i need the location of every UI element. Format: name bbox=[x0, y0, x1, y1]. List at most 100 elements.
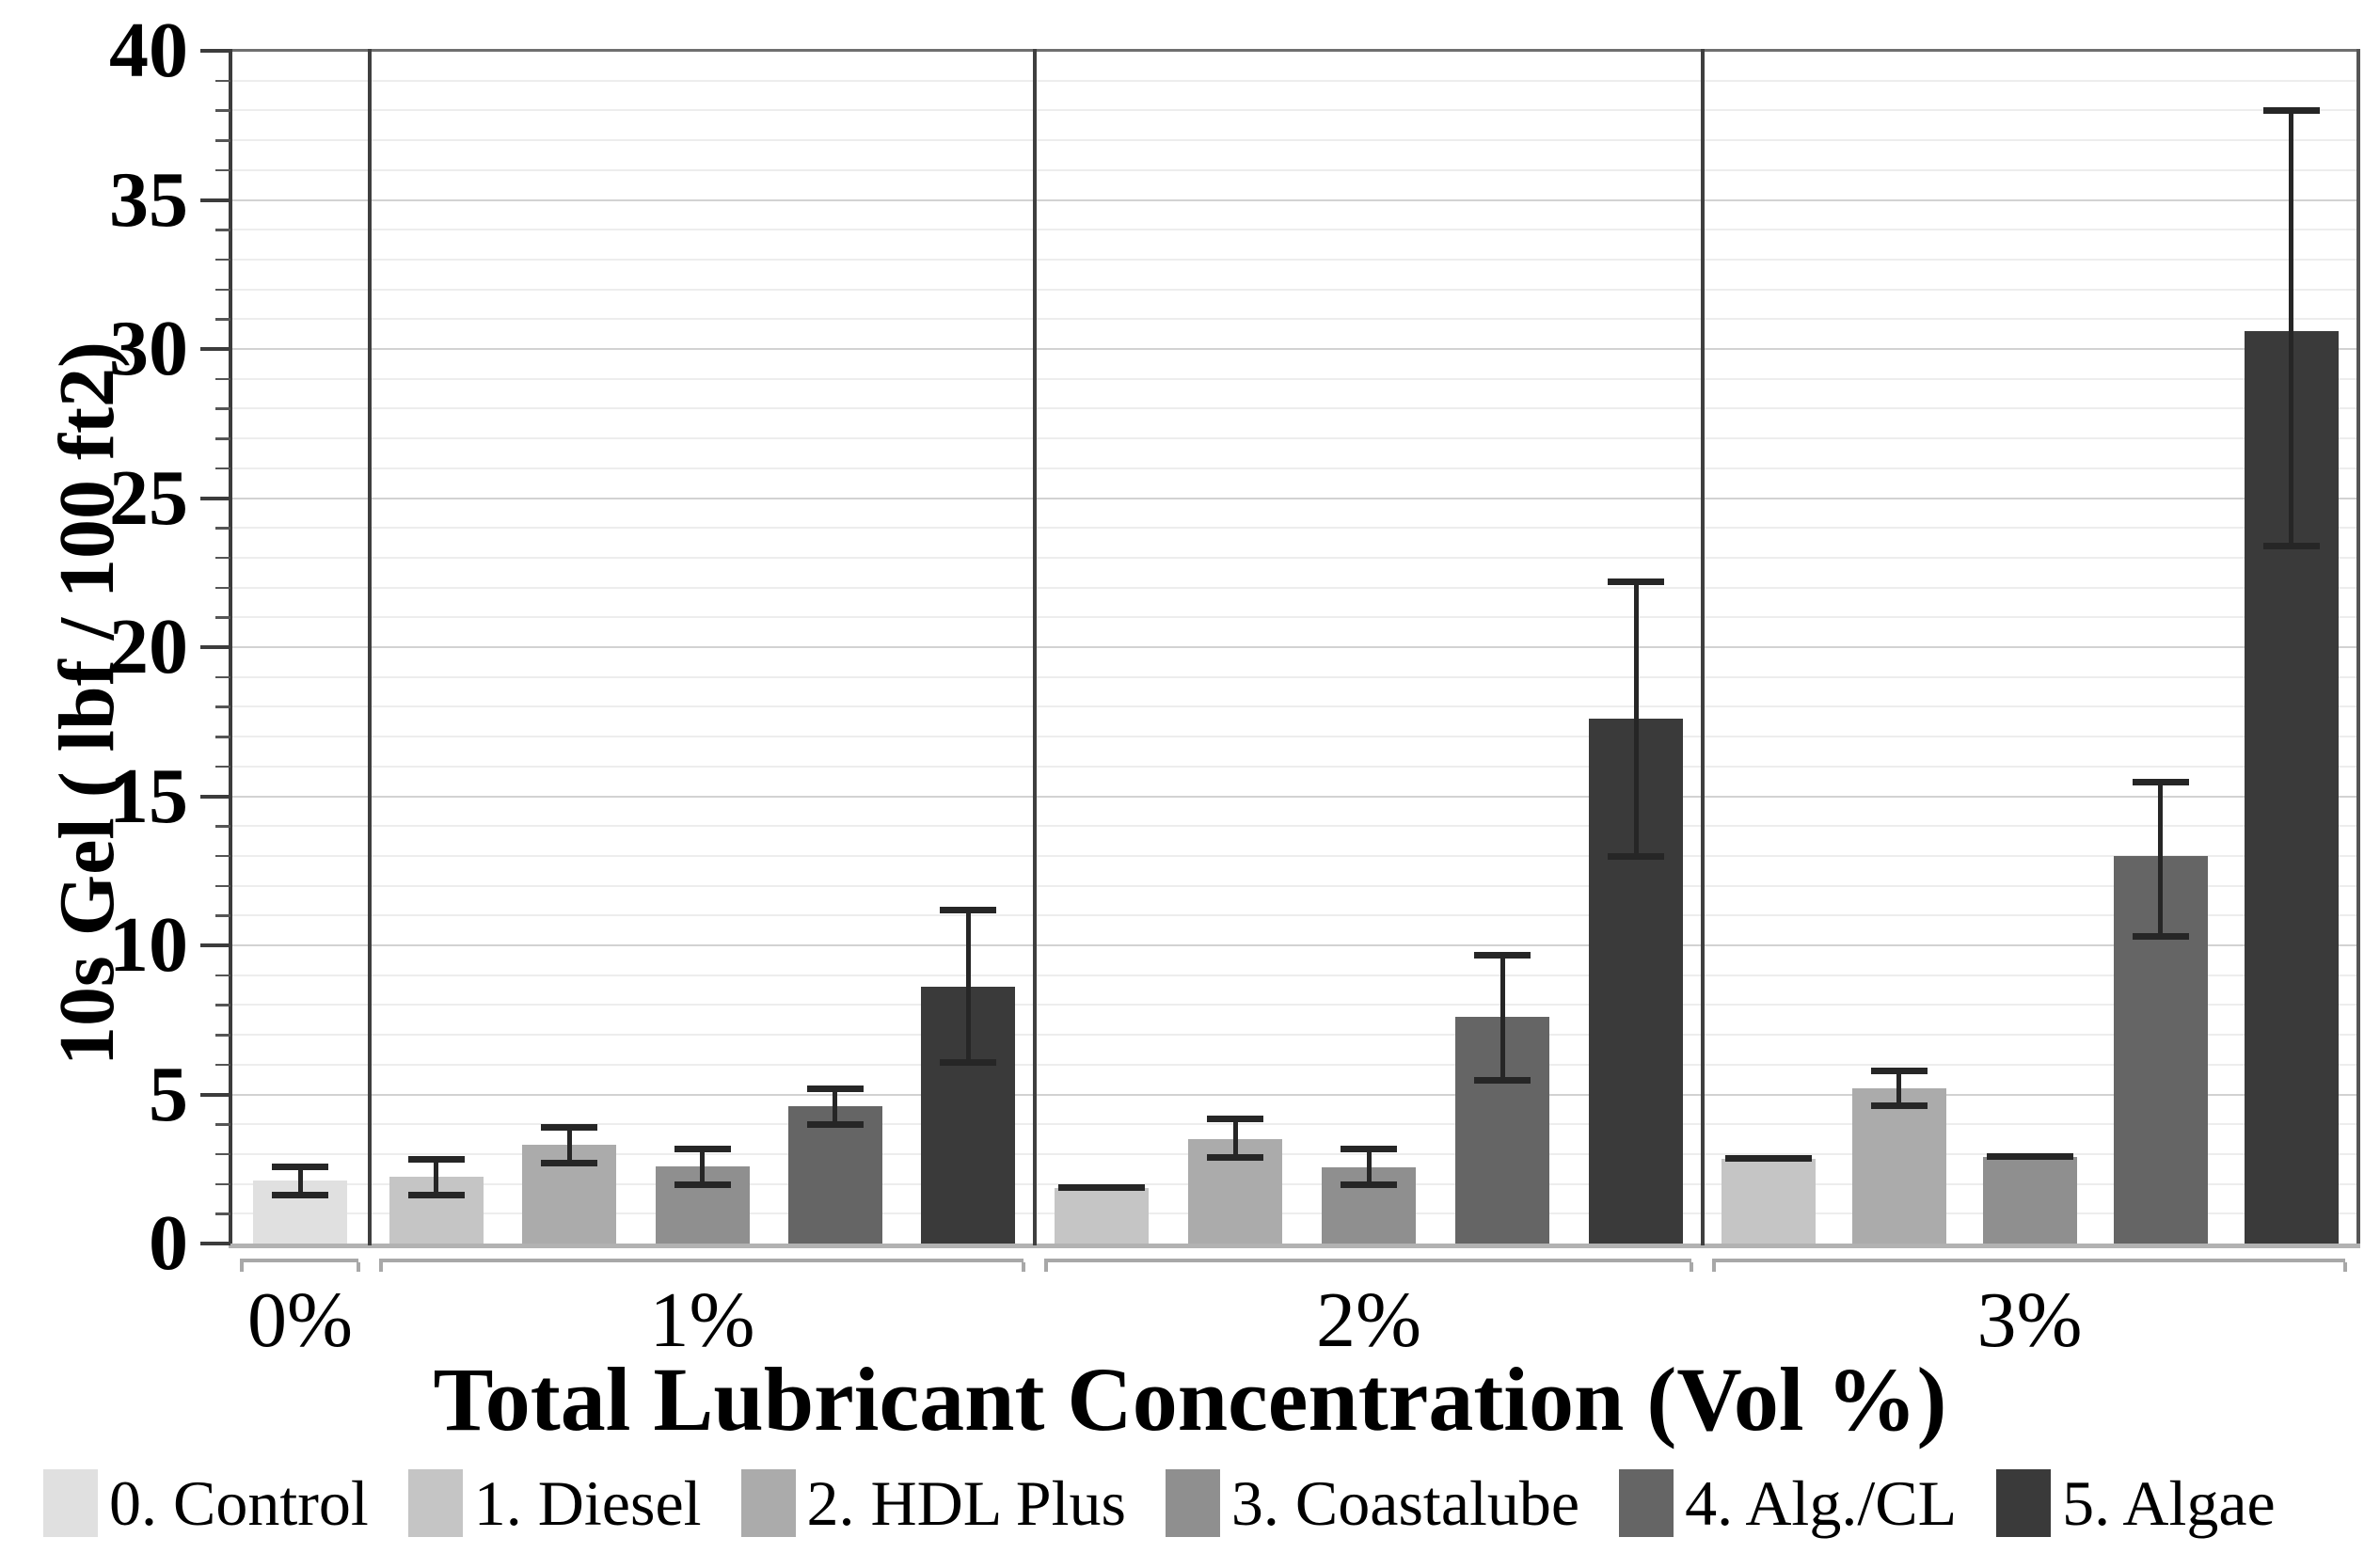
minor-gridline bbox=[230, 437, 2356, 440]
major-gridline bbox=[230, 348, 2356, 350]
y-minor-tick bbox=[215, 318, 230, 321]
y-tick-label: 25 bbox=[109, 453, 188, 542]
minor-gridline bbox=[230, 318, 2356, 321]
minor-gridline bbox=[230, 79, 2356, 82]
legend-label: 1. Diesel bbox=[473, 1467, 702, 1539]
y-tick-label: 10 bbox=[109, 901, 188, 989]
group-bracket bbox=[1712, 1259, 2345, 1262]
y-minor-tick bbox=[215, 437, 230, 440]
error-bar-cap-bottom bbox=[1341, 1181, 1397, 1188]
y-minor-tick bbox=[215, 705, 230, 708]
legend-swatch-icon bbox=[1996, 1469, 2052, 1537]
group-bracket bbox=[1044, 1259, 1691, 1262]
minor-gridline bbox=[230, 586, 2356, 589]
y-minor-tick bbox=[215, 586, 230, 590]
error-bar-line bbox=[434, 1158, 439, 1195]
minor-gridline bbox=[230, 1063, 2356, 1066]
bar-1-diesel bbox=[1055, 1188, 1149, 1244]
y-tick-label: 35 bbox=[109, 155, 188, 244]
error-bar-line bbox=[833, 1088, 838, 1125]
error-bar-cap-bottom bbox=[2132, 933, 2189, 941]
minor-gridline bbox=[230, 556, 2356, 559]
error-bar-cap-top bbox=[407, 1155, 465, 1163]
legend-item: 2. HDL Plus bbox=[740, 1467, 1126, 1539]
y-minor-tick bbox=[215, 79, 230, 83]
group-bracket bbox=[240, 1259, 358, 1262]
error-bar-cap-bottom bbox=[806, 1121, 864, 1129]
minor-gridline bbox=[230, 884, 2356, 887]
error-bar-cap-bottom bbox=[940, 1058, 997, 1066]
error-bar-cap-bottom bbox=[674, 1181, 731, 1188]
minor-gridline bbox=[230, 675, 2356, 678]
error-bar-cap-bottom bbox=[1870, 1101, 1928, 1109]
legend-item: 5. Algae bbox=[1996, 1469, 2276, 1537]
y-major-tick bbox=[200, 794, 230, 799]
major-gridline bbox=[230, 497, 2356, 499]
legend-swatch-icon bbox=[407, 1469, 463, 1537]
minor-gridline bbox=[230, 1182, 2356, 1185]
y-minor-tick bbox=[215, 1063, 230, 1067]
group-bracket-end-right bbox=[1690, 1262, 1693, 1272]
y-minor-tick bbox=[215, 109, 230, 112]
error-bar-cap-top bbox=[2132, 778, 2189, 785]
y-tick-label: 40 bbox=[109, 7, 188, 94]
error-bar-cap-top bbox=[806, 1086, 864, 1093]
minor-gridline bbox=[230, 288, 2356, 291]
y-major-tick bbox=[200, 49, 230, 53]
minor-gridline bbox=[230, 1034, 2356, 1037]
error-bar-cap-top bbox=[1608, 578, 1664, 586]
error-bar-cap-flat bbox=[1986, 1153, 2073, 1161]
group-bracket-end-left bbox=[1044, 1262, 1048, 1272]
plot-right-border bbox=[2356, 49, 2360, 1245]
legend-label: 4. Alg./CL bbox=[1685, 1467, 1958, 1539]
legend-label: 2. HDL Plus bbox=[806, 1467, 1126, 1539]
y-minor-tick bbox=[215, 1123, 230, 1126]
group-bracket-end-left bbox=[1712, 1262, 1716, 1272]
y-minor-tick bbox=[215, 288, 230, 292]
minor-gridline bbox=[230, 168, 2356, 171]
y-major-tick bbox=[200, 347, 230, 351]
group-divider bbox=[1701, 49, 1705, 1245]
y-major-tick bbox=[200, 943, 230, 947]
legend-item: 4. Alg./CL bbox=[1619, 1469, 1957, 1537]
bar-4-alg-cl bbox=[787, 1106, 882, 1244]
y-major-tick bbox=[200, 645, 230, 649]
error-bar-line bbox=[2289, 110, 2293, 547]
major-gridline bbox=[230, 1093, 2356, 1096]
x-group-label: 1% bbox=[649, 1276, 755, 1364]
legend: 0. Control 1. Diesel 2. HDL Plus 3. Coastal… bbox=[43, 1456, 2380, 1550]
minor-gridline bbox=[230, 914, 2356, 917]
y-minor-tick bbox=[215, 467, 230, 470]
minor-gridline bbox=[230, 139, 2356, 142]
y-minor-tick bbox=[215, 168, 230, 172]
legend-label: 3. Coastalube bbox=[1230, 1467, 1580, 1539]
minor-gridline bbox=[230, 527, 2356, 530]
y-minor-tick bbox=[215, 229, 230, 231]
minor-gridline bbox=[230, 825, 2356, 828]
minor-gridline bbox=[230, 736, 2356, 738]
y-minor-tick bbox=[215, 974, 230, 977]
x-axis-line bbox=[229, 1244, 2360, 1248]
error-bar-cap-top bbox=[1207, 1115, 1263, 1122]
y-minor-tick bbox=[215, 556, 230, 560]
y-major-tick bbox=[200, 1092, 230, 1097]
legend-label: 5. Algae bbox=[2062, 1467, 2276, 1539]
group-bracket-end-right bbox=[2343, 1262, 2347, 1272]
bar-2-hdl-plus bbox=[1851, 1088, 1946, 1244]
minor-gridline bbox=[230, 1212, 2356, 1215]
bar-3-coastalube bbox=[1982, 1157, 2077, 1244]
minor-gridline bbox=[230, 854, 2356, 857]
y-axis-label: 10s Gel ( lbf / 100 ft2) bbox=[43, 341, 131, 1066]
x-axis-title: Total Lubricant Concentration (Vol %) bbox=[433, 1349, 1947, 1450]
error-bar-line bbox=[700, 1148, 705, 1184]
minor-gridline bbox=[230, 616, 2356, 619]
x-group-label: 3% bbox=[1976, 1276, 2083, 1364]
group-bracket bbox=[379, 1259, 1023, 1262]
y-minor-tick bbox=[215, 1182, 230, 1186]
error-bar-line bbox=[1633, 581, 1639, 856]
y-minor-tick bbox=[215, 854, 230, 858]
minor-gridline bbox=[230, 1152, 2356, 1155]
error-bar-line bbox=[1499, 954, 1505, 1080]
minor-gridline bbox=[230, 765, 2356, 768]
